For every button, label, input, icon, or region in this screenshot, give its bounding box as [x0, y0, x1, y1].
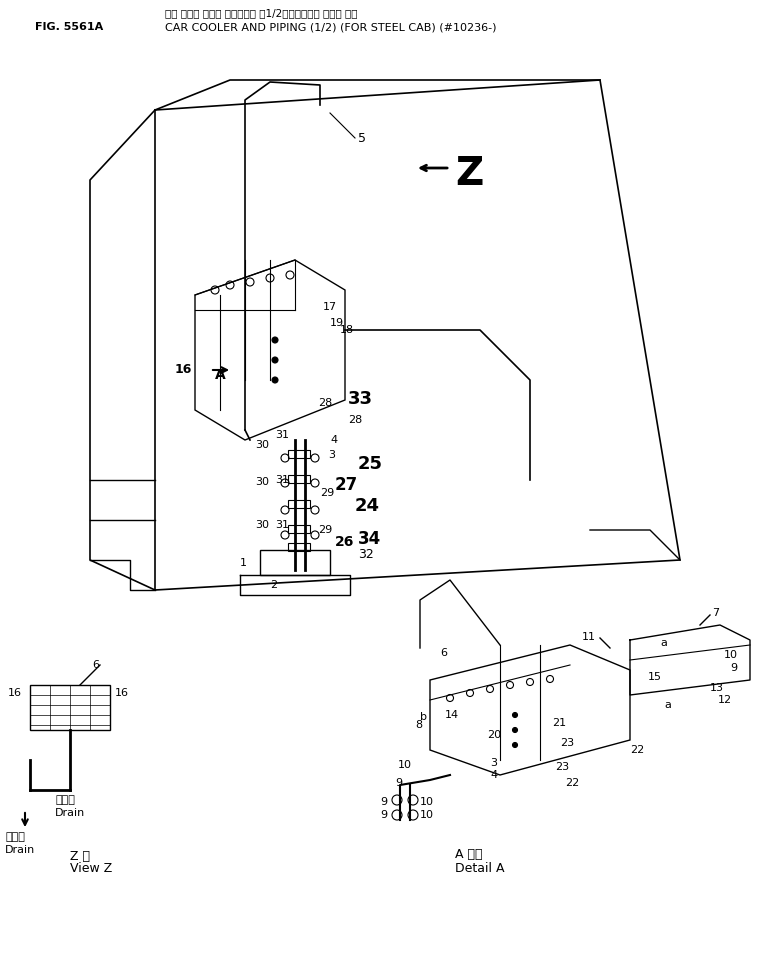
- Text: 3: 3: [490, 758, 497, 768]
- Text: 23: 23: [555, 762, 569, 772]
- Text: 12: 12: [718, 695, 732, 705]
- Text: A: A: [215, 368, 226, 382]
- Text: 16: 16: [8, 688, 22, 698]
- Text: 6: 6: [440, 648, 447, 658]
- Text: 21: 21: [552, 718, 566, 728]
- Text: 31: 31: [275, 520, 289, 530]
- Text: 10: 10: [420, 810, 434, 820]
- Text: 29: 29: [318, 525, 332, 535]
- Text: カー クーラ およ゛ パイピング （1/2）（スチール キャブ 用）: カー クーラ およ゛ パイピング （1/2）（スチール キャブ 用）: [165, 8, 358, 18]
- Text: View Z: View Z: [70, 862, 112, 875]
- Bar: [288, 450, 310, 458]
- Text: 33: 33: [348, 390, 373, 408]
- Text: b: b: [420, 712, 427, 722]
- Text: 16: 16: [115, 688, 129, 698]
- Circle shape: [272, 357, 278, 363]
- Text: 26: 26: [335, 535, 355, 549]
- Text: CAR COOLER AND PIPING (1/2) (FOR STEEL CAB) (#10236-): CAR COOLER AND PIPING (1/2) (FOR STEEL C…: [165, 22, 497, 32]
- Bar: [288, 475, 310, 483]
- Text: 6: 6: [92, 660, 99, 670]
- Text: FIG. 5561A: FIG. 5561A: [35, 22, 103, 32]
- Text: Z: Z: [455, 155, 483, 193]
- Text: 9: 9: [395, 778, 402, 788]
- Text: 10: 10: [724, 650, 738, 660]
- Text: 15: 15: [648, 672, 662, 682]
- Text: 31: 31: [275, 430, 289, 440]
- Text: 28: 28: [318, 398, 332, 408]
- Circle shape: [512, 743, 518, 748]
- Text: A 詳細: A 詳細: [455, 848, 483, 861]
- Text: 8: 8: [415, 720, 422, 730]
- Bar: [288, 525, 310, 533]
- Text: 9: 9: [380, 810, 387, 820]
- Text: 5: 5: [358, 132, 366, 145]
- Text: Z 視: Z 視: [70, 850, 90, 863]
- Text: 9: 9: [730, 663, 737, 673]
- Text: a: a: [660, 638, 667, 648]
- Text: 7: 7: [712, 608, 719, 618]
- Text: 22: 22: [565, 778, 580, 788]
- Circle shape: [512, 727, 518, 732]
- Text: 28: 28: [348, 415, 362, 425]
- Text: 34: 34: [358, 530, 381, 548]
- Circle shape: [512, 712, 518, 718]
- Text: a: a: [664, 700, 671, 710]
- Text: 24: 24: [355, 497, 380, 515]
- Text: ドレン: ドレン: [5, 832, 25, 842]
- Text: 29: 29: [320, 488, 334, 498]
- Text: 10: 10: [398, 760, 412, 770]
- Text: 31: 31: [275, 475, 289, 485]
- Text: 30: 30: [255, 477, 269, 487]
- Text: 27: 27: [335, 476, 358, 494]
- Text: 11: 11: [582, 632, 596, 642]
- Text: 17: 17: [323, 302, 337, 312]
- Text: 22: 22: [630, 745, 644, 755]
- Text: 14: 14: [445, 710, 459, 720]
- Text: 2: 2: [270, 580, 277, 590]
- Text: 19: 19: [330, 318, 344, 328]
- Text: Drain: Drain: [55, 808, 85, 818]
- Text: Detail A: Detail A: [455, 862, 505, 875]
- Text: 18: 18: [340, 325, 354, 335]
- Text: 10: 10: [420, 797, 434, 807]
- Circle shape: [272, 337, 278, 343]
- Text: 13: 13: [710, 683, 724, 693]
- Bar: [288, 500, 310, 508]
- Text: 4: 4: [330, 435, 337, 445]
- Text: 25: 25: [358, 455, 383, 473]
- Text: ドレン: ドレン: [55, 795, 75, 805]
- Text: 30: 30: [255, 440, 269, 450]
- Text: 20: 20: [487, 730, 501, 740]
- Text: 9: 9: [380, 797, 387, 807]
- Text: 4: 4: [490, 770, 497, 780]
- Text: 16: 16: [175, 363, 192, 376]
- Text: Drain: Drain: [5, 845, 35, 855]
- Text: 32: 32: [358, 548, 374, 561]
- Bar: [288, 543, 310, 551]
- Text: 23: 23: [560, 738, 574, 748]
- Text: 3: 3: [328, 450, 335, 460]
- Text: 30: 30: [255, 520, 269, 530]
- Circle shape: [272, 377, 278, 383]
- Text: 1: 1: [240, 558, 247, 568]
